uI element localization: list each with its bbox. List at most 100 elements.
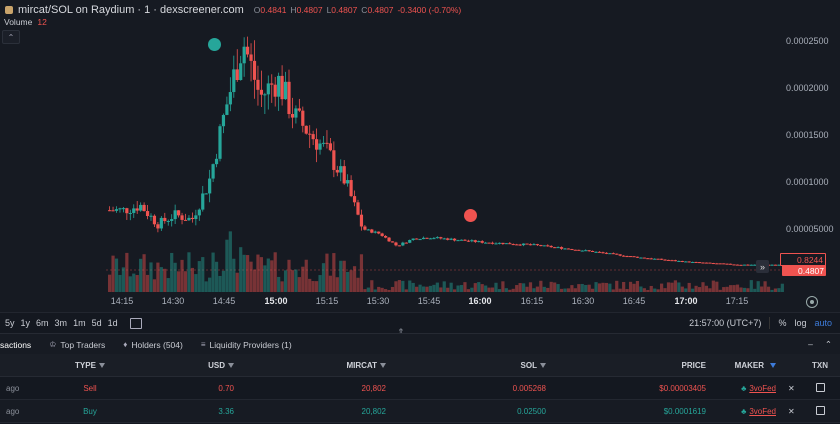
volume-bar	[473, 283, 477, 292]
tab-transactions-label: sactions	[0, 339, 32, 350]
tab-top-traders[interactable]: ♔ Top Traders	[49, 340, 105, 350]
filter-maker-icon[interactable]: ✕	[788, 383, 795, 393]
volume-bar	[159, 267, 163, 292]
filter-icon[interactable]	[770, 362, 776, 368]
col-type-label: TYPE	[75, 360, 96, 370]
volume-bar	[118, 274, 122, 292]
time-axis-label: 14:15	[111, 296, 134, 306]
volume-bar	[359, 254, 364, 292]
volume-bar	[549, 281, 553, 292]
candle-body	[111, 210, 115, 212]
volume-bar	[773, 288, 778, 292]
candle-body	[132, 208, 136, 213]
volume-bar	[377, 286, 381, 292]
tab-liquidity-providers[interactable]: ≡ Liquidity Providers (1)	[201, 340, 292, 350]
tab-holders[interactable]: ♦ Holders (504)	[123, 340, 183, 350]
row-type: Buy	[83, 406, 97, 416]
volume-bar	[249, 261, 253, 292]
candle-body	[418, 239, 422, 241]
filter-icon[interactable]	[380, 362, 386, 368]
percent-toggle[interactable]: %	[778, 318, 787, 328]
col-maker-header[interactable]: MAKER	[712, 361, 782, 370]
minimize-icon[interactable]: –	[808, 339, 813, 349]
maker-link[interactable]: 3voFed	[749, 406, 776, 416]
sell-marker[interactable]: S	[464, 209, 477, 222]
timeframe-5y[interactable]: 5y	[5, 318, 15, 328]
volume-bar	[356, 277, 360, 292]
candle-body	[749, 264, 753, 266]
timeframe-1d[interactable]: 1d	[107, 318, 118, 328]
volume-bar	[280, 281, 284, 292]
timeframe-1m[interactable]: 1m	[73, 318, 86, 328]
maker-link[interactable]: 3voFed	[749, 383, 776, 393]
scroll-to-realtime-button[interactable]: »	[756, 260, 769, 273]
candle-body	[449, 238, 453, 240]
candle-body	[290, 114, 295, 118]
chart-area[interactable]: 0.0002500 0.0002000 0.0001500 0.0001000 0.00…	[0, 0, 840, 312]
external-link-icon[interactable]	[800, 405, 840, 417]
candle-body	[346, 180, 350, 184]
volume-bar	[628, 281, 633, 292]
candle-body	[166, 220, 170, 222]
candle-body	[718, 263, 722, 265]
volume-bar	[559, 288, 564, 292]
candle-body	[280, 75, 284, 100]
col-maker-label: MAKER	[734, 360, 764, 370]
auto-toggle[interactable]: auto	[814, 318, 832, 328]
candle-body	[266, 83, 270, 95]
candle-body	[618, 254, 622, 256]
filter-icon[interactable]	[98, 362, 105, 368]
candle-body	[691, 261, 695, 263]
timeframe-6m[interactable]: 6m	[36, 318, 49, 328]
filter-maker-icon[interactable]: ✕	[788, 406, 795, 416]
row-maker[interactable]: ♣ 3voFed	[712, 384, 782, 393]
row-maker[interactable]: ♣ 3voFed	[712, 407, 782, 416]
buy-marker[interactable]: B	[208, 38, 221, 51]
filter-icon[interactable]	[228, 362, 234, 368]
volume-bar	[152, 279, 157, 292]
price-chart[interactable]: 0.0002500 0.0002000 0.0001500 0.0001000 0.00…	[0, 0, 840, 312]
time-axis-label: 15:30	[367, 296, 390, 306]
volume-bar	[132, 273, 136, 292]
volume-bar	[263, 265, 267, 292]
volume-bar	[335, 277, 339, 292]
time-axis-label: 16:00	[468, 296, 491, 306]
open-label: O	[253, 5, 261, 15]
timeframe-1y[interactable]: 1y	[20, 318, 31, 328]
col-usd-header[interactable]: USD	[120, 361, 240, 370]
filter-icon[interactable]	[540, 362, 546, 368]
volume-bar	[618, 288, 622, 292]
volume-bar	[522, 283, 526, 292]
volume-bar	[494, 282, 498, 292]
volume-bar	[591, 288, 595, 292]
calendar-icon[interactable]	[129, 317, 142, 329]
col-type-header[interactable]: TYPE	[60, 361, 120, 370]
candle-body	[135, 208, 139, 211]
volume-bar	[125, 252, 129, 292]
volume-bar	[673, 280, 677, 292]
candle-body	[735, 264, 740, 266]
external-link-icon[interactable]	[800, 382, 840, 394]
candle-body	[201, 193, 205, 210]
settings-icon[interactable]	[806, 296, 818, 308]
volume-bar	[497, 289, 502, 292]
col-mircat-header[interactable]: MIRCAT	[240, 361, 392, 370]
timeframe-3m[interactable]: 3m	[54, 318, 68, 328]
candle-body	[646, 258, 650, 260]
candle-body	[715, 263, 719, 265]
table-row[interactable]: ago Sell 0.70 20,802 0.005268 $0.0000340…	[0, 377, 840, 400]
volume-bar	[390, 286, 395, 292]
tab-transactions[interactable]: sactions	[0, 340, 31, 350]
timeframe-5d[interactable]: 5d	[91, 318, 102, 328]
table-row[interactable]: ago Buy 3.36 20,802 0.02500 $0.0001619 ♣…	[0, 400, 840, 423]
chevron-up-icon[interactable]: ⌃	[2, 30, 20, 44]
log-toggle[interactable]: log	[794, 318, 807, 328]
candle-body	[508, 243, 512, 245]
chevron-up-double-icon[interactable]: ⌃	[824, 339, 832, 349]
volume-bar	[615, 280, 619, 292]
col-sol-header[interactable]: SOL	[392, 361, 552, 370]
resize-handle-icon[interactable]: ⇕	[397, 327, 405, 337]
clock-readout[interactable]: 21:57:00 (UTC+7)	[689, 318, 762, 328]
candle-body	[304, 125, 308, 134]
volume-legend: Volume 12	[4, 17, 47, 27]
